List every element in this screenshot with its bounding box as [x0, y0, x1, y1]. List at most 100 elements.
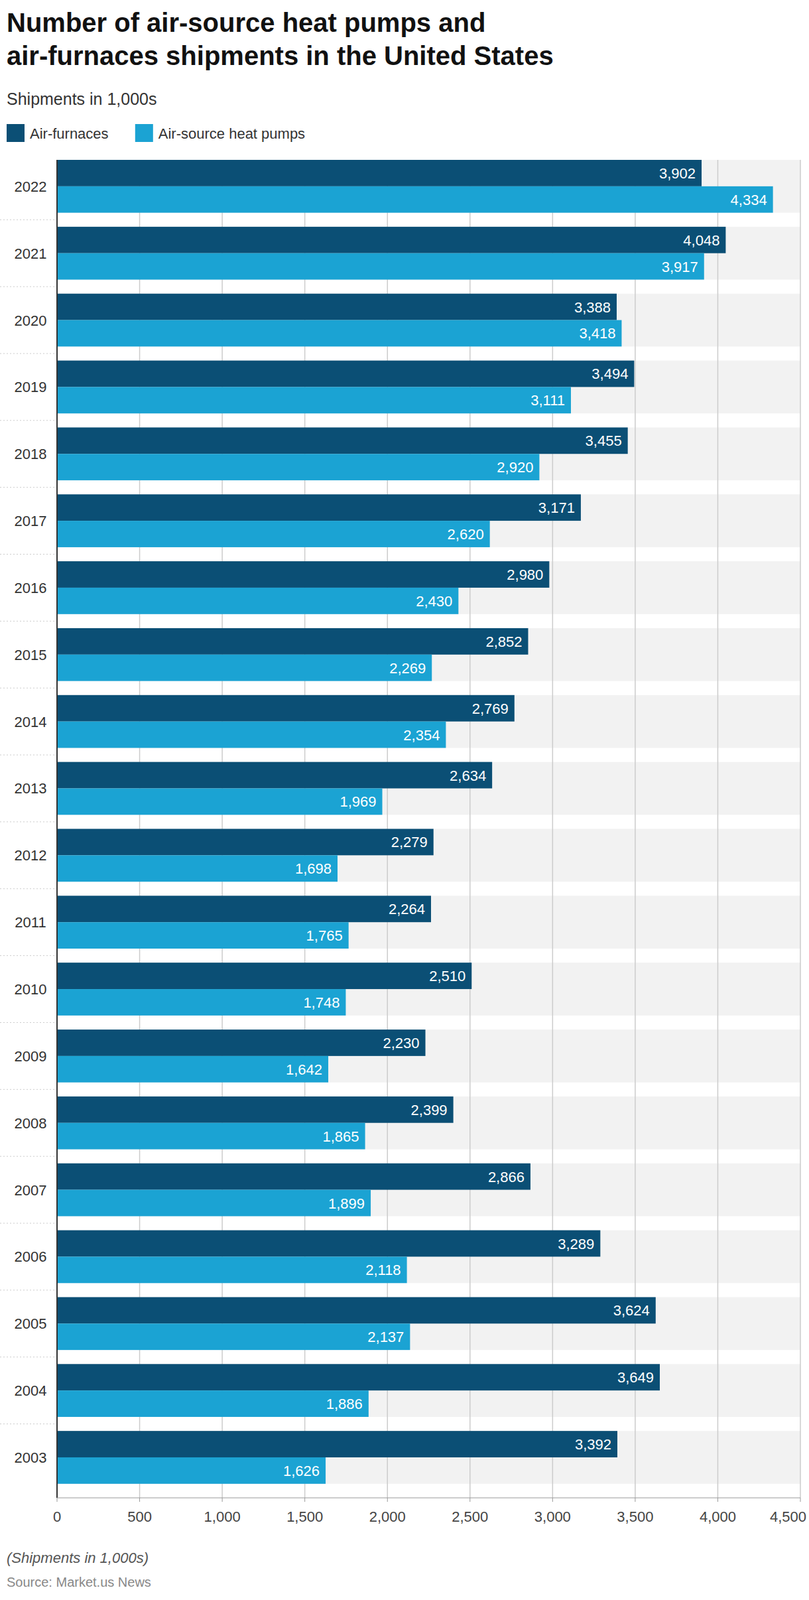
row-band: [57, 761, 801, 815]
row-band: [57, 627, 801, 682]
data-label: 1,865: [322, 1127, 360, 1145]
bar: [57, 186, 774, 213]
bar: [57, 761, 493, 789]
category-label: 2004: [14, 1381, 48, 1399]
bar: [57, 1363, 660, 1390]
bar: [57, 654, 432, 682]
data-label: 1,626: [283, 1462, 320, 1479]
row-band: [57, 1230, 801, 1284]
row-separator: [0, 820, 58, 822]
data-label: 3,917: [661, 258, 699, 276]
grid-line: [717, 159, 719, 1498]
row-band: [57, 427, 801, 481]
data-label: 2,430: [415, 592, 453, 610]
bar: [57, 1189, 371, 1217]
chart: Number of air-source heat pumps andair-f…: [0, 0, 809, 1600]
row-band: [57, 828, 801, 882]
bar: [57, 1456, 326, 1484]
bar: [57, 587, 459, 615]
bar: [57, 1389, 369, 1417]
category-label: 2016: [14, 579, 48, 597]
tick-label: 3,000: [534, 1507, 571, 1525]
grid-line: [799, 159, 802, 1498]
row-separator: [0, 754, 58, 756]
bar: [57, 1430, 618, 1457]
data-label: 2,980: [506, 566, 544, 583]
legend-label: Air-furnaces: [29, 125, 109, 142]
data-label: 3,111: [530, 391, 565, 409]
bar: [57, 627, 528, 655]
category-label: 2018: [14, 445, 48, 463]
tick-label: 0: [53, 1507, 62, 1525]
row-band: [57, 1029, 801, 1083]
bar: [57, 453, 540, 481]
data-label: 2,634: [449, 767, 487, 784]
row-separator: [0, 1356, 58, 1357]
row-separator: [0, 1423, 58, 1424]
bar: [57, 694, 515, 722]
tick-label: 3,500: [616, 1507, 654, 1525]
tick-label: 500: [127, 1507, 152, 1525]
row-separator: [0, 1222, 58, 1224]
data-label: 2,279: [391, 833, 428, 851]
tick-mark: [634, 1497, 636, 1502]
data-label: 1,698: [295, 860, 332, 877]
row-band: [57, 694, 801, 748]
row-band: [57, 494, 801, 548]
bar: [57, 386, 571, 414]
data-label: 4,048: [683, 232, 720, 249]
tick-mark: [57, 1497, 58, 1502]
data-label: 3,418: [578, 324, 616, 342]
data-label: 2,137: [367, 1328, 404, 1345]
row-separator: [0, 486, 58, 488]
data-label: 2,118: [365, 1261, 401, 1278]
data-label: 1,748: [303, 994, 340, 1011]
row-band: [57, 560, 801, 615]
row-band: [57, 293, 801, 347]
bar: [57, 988, 346, 1016]
legend-swatch: [6, 124, 25, 142]
bar: [57, 520, 491, 548]
category-label: 2009: [14, 1047, 48, 1065]
tick-mark: [469, 1497, 471, 1502]
tick-label: 4,000: [699, 1507, 737, 1525]
bar: [57, 787, 382, 815]
row-separator: [0, 553, 58, 555]
row-band: [57, 1296, 801, 1350]
axis-line: [57, 1497, 801, 1498]
bar: [57, 1296, 656, 1323]
bar: [57, 1096, 454, 1123]
row-separator: [0, 352, 58, 354]
bars: [57, 159, 774, 1484]
legend-label: Air-source heat pumps: [158, 125, 306, 142]
bar: [57, 1029, 426, 1056]
bar: [57, 921, 349, 949]
data-label: 1,969: [339, 793, 376, 810]
category-label: 2011: [14, 913, 46, 931]
bar: [57, 1230, 601, 1257]
row-separator: [0, 286, 58, 288]
tick-label: 2,500: [451, 1507, 489, 1525]
data-label: 1,642: [285, 1060, 323, 1078]
grid-line: [56, 159, 58, 1498]
row-band: [57, 226, 801, 280]
row-separator: [0, 219, 58, 221]
data-label: 2,230: [382, 1034, 420, 1052]
bar: [57, 494, 581, 521]
data-label: 2,399: [411, 1101, 448, 1119]
category-label: 2020: [14, 312, 48, 329]
axis-line: [56, 159, 58, 1498]
bar: [57, 1255, 408, 1283]
bar: [57, 1322, 410, 1350]
tick-label: 2,000: [369, 1507, 406, 1525]
data-label: 2,852: [485, 633, 522, 650]
tick-mark: [304, 1497, 306, 1502]
tick-label: 1,500: [286, 1507, 323, 1525]
data-label: 1,886: [326, 1395, 363, 1412]
bar: [57, 962, 472, 989]
row-separator: [0, 1088, 58, 1090]
data-label: 4,334: [730, 191, 768, 209]
category-label: 2017: [14, 512, 48, 530]
note: (Shipments in 1,000s): [6, 1549, 149, 1566]
data-label: 3,388: [574, 299, 611, 316]
